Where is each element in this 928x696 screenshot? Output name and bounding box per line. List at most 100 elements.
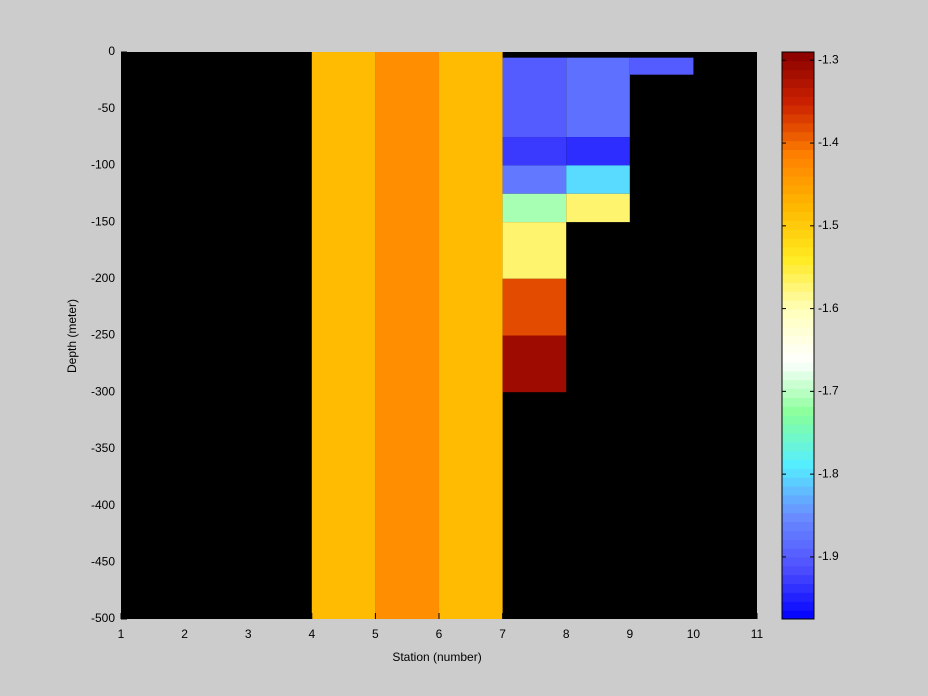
colorbar-swatch [782, 565, 814, 576]
x-tick-label: 6 [436, 627, 443, 641]
colorbar-swatch [782, 521, 814, 531]
heatmap-cell [566, 193, 630, 223]
colorbar-swatch [782, 308, 814, 319]
heatmap-cell [502, 222, 567, 279]
colorbar-swatch [782, 512, 814, 523]
colorbar-swatch [782, 388, 814, 399]
colorbar-frame [781, 51, 815, 620]
colorbar-swatch [782, 530, 814, 540]
colorbar-swatch [782, 78, 814, 88]
heatmap-cell [502, 137, 567, 166]
colorbar-tick-label: -1.3 [818, 52, 839, 66]
colorbar-swatch [782, 105, 814, 115]
colorbar-swatch [782, 282, 814, 292]
x-tick-label: 10 [687, 627, 701, 641]
y-tick-label: -300 [91, 384, 115, 398]
colorbar-swatch [782, 477, 814, 487]
colorbar-swatch [782, 255, 814, 266]
colorbar-swatch [782, 184, 814, 195]
colorbar-swatch [782, 397, 814, 407]
colorbar-swatch [782, 291, 814, 301]
colorbar-swatch [782, 344, 814, 354]
x-tick-label: 4 [308, 627, 315, 641]
colorbar-swatch [782, 238, 814, 248]
colorbar-swatch [782, 610, 814, 620]
heatmap-cell [502, 335, 567, 393]
colorbar-swatch [782, 176, 814, 186]
colorbar-swatch [782, 335, 814, 345]
colorbar-swatch [782, 592, 814, 602]
colorbar-swatch [782, 149, 814, 159]
heatmap-cell [502, 57, 567, 138]
heatmap-cell [502, 278, 567, 336]
heatmap-cell [566, 165, 630, 194]
colorbar-swatch [782, 246, 814, 257]
x-tick-label: 3 [245, 627, 252, 641]
colorbar-swatch [782, 432, 814, 443]
x-tick-label: 1 [118, 627, 125, 641]
colorbar-tick-label: -1.6 [818, 301, 839, 315]
x-tick-label: 2 [181, 627, 188, 641]
colorbar-tick-label: -1.7 [818, 384, 839, 398]
colorbar-tick-label: -1.9 [818, 549, 839, 563]
heatmap-cell [502, 193, 567, 223]
y-tick-label: -350 [91, 441, 115, 455]
colorbar-swatch [782, 601, 814, 611]
colorbar-swatch [782, 406, 814, 416]
colorbar-swatch [782, 539, 814, 549]
y-tick-label: -450 [91, 554, 115, 568]
colorbar-swatch [782, 362, 814, 372]
y-tick-label: -150 [91, 214, 115, 228]
heatmap-cell [629, 57, 694, 75]
colorbar-swatch [782, 140, 814, 150]
colorbar-swatch [782, 379, 814, 390]
y-tick-label: -200 [91, 271, 115, 285]
colorbar-swatch [782, 468, 814, 478]
y-tick-label: 0 [108, 44, 115, 58]
colorbar-swatch [782, 69, 814, 80]
colorbar-swatch [782, 503, 814, 514]
heatmap-cell [566, 137, 630, 166]
colorbar-swatch [782, 229, 814, 239]
heatmap-cell [566, 57, 630, 138]
x-tick-label: 7 [499, 627, 506, 641]
y-axis-label: Depth (meter) [65, 299, 79, 373]
heatmap-cell [311, 52, 376, 619]
y-tick-label: -400 [91, 498, 115, 512]
colorbar-swatch [782, 370, 814, 381]
heatmap-cell [439, 52, 503, 619]
colorbar-swatch [782, 450, 814, 461]
colorbar-swatch [782, 167, 814, 177]
colorbar-swatch [782, 60, 814, 71]
colorbar-swatch [782, 548, 814, 558]
colorbar-tick-label: -1.4 [818, 135, 839, 149]
colorbar-swatch [782, 273, 814, 283]
colorbar-swatch [782, 326, 814, 336]
colorbar-swatch [782, 114, 814, 124]
colorbar-swatch [782, 87, 814, 97]
colorbar-swatch [782, 52, 814, 62]
colorbar-swatch [782, 131, 814, 142]
x-tick-label: 8 [563, 627, 570, 641]
colorbar-swatch [782, 459, 814, 469]
colorbar-swatch [782, 211, 814, 221]
colorbar-swatch [782, 441, 814, 452]
colorbar-swatch [782, 415, 814, 425]
y-tick-label: -250 [91, 328, 115, 342]
colorbar-swatch [782, 494, 814, 505]
colorbar-swatch [782, 300, 814, 310]
x-tick-label: 11 [751, 627, 764, 641]
colorbar-swatch [782, 122, 814, 133]
colorbar-swatch [782, 486, 814, 496]
colorbar-swatch [782, 96, 814, 106]
y-tick-label: -100 [91, 158, 115, 172]
colorbar-tick-label: -1.5 [818, 218, 839, 232]
heatmap-cell [502, 165, 567, 194]
colorbar-swatch [782, 424, 814, 434]
x-axis-label: Station (number) [392, 650, 481, 664]
colorbar-swatch [782, 556, 814, 567]
x-tick-label: 5 [372, 627, 379, 641]
colorbar-swatch [782, 583, 814, 593]
heatmap-cell [375, 52, 439, 619]
